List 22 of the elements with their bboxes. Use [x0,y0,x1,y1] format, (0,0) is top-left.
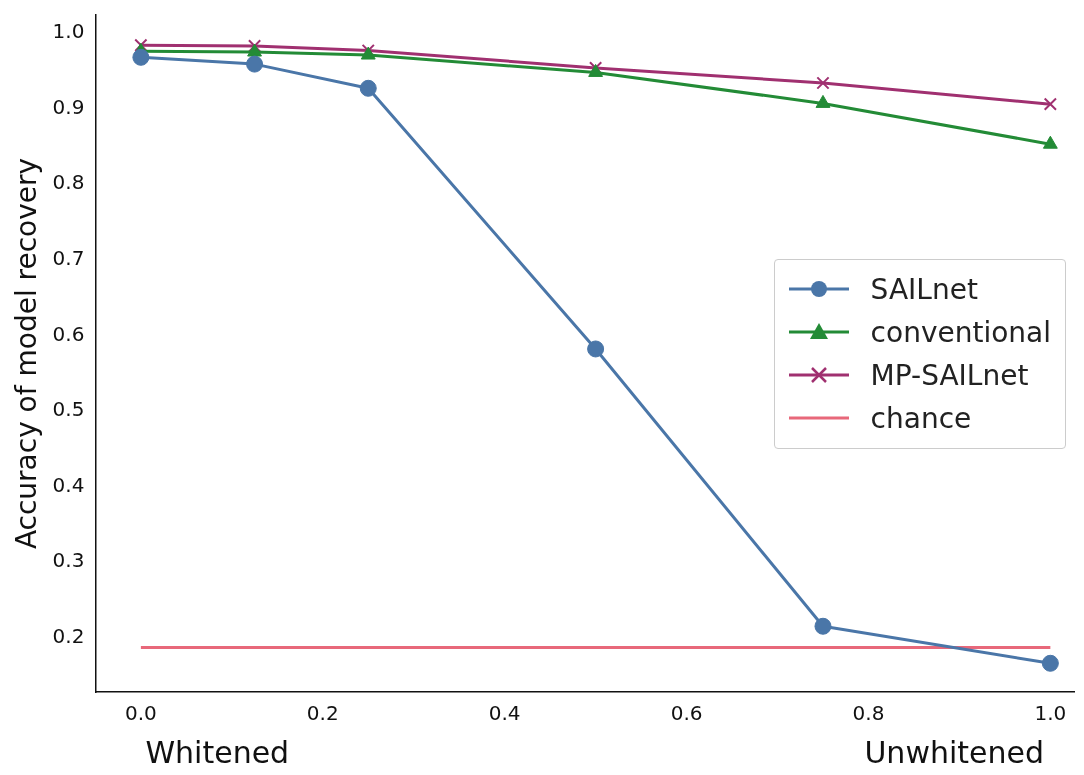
x-tick-label: 0.4 [488,701,521,726]
legend-label: chance [870,401,972,435]
y-tick-label: 0.7 [52,246,85,271]
y-tick-label: 0.3 [52,548,85,573]
text: Unwhitened [864,734,1044,770]
x-tick-label: 0.8 [852,701,885,726]
y-tick-label: 0.6 [52,321,85,346]
legend-label: SAILnet [870,272,978,306]
x-tick-label: 0.6 [670,701,703,726]
legend-label: MP-SAILnet [870,358,1029,392]
y-tick-label: 1.0 [52,19,85,44]
y-axis-title: Accuracy of model recovery [10,157,44,550]
y-tick-label: 0.5 [52,397,85,422]
x-tick-label: 0.2 [306,701,339,726]
legend-label: conventional [870,315,1051,349]
text: Whitened [145,734,290,770]
x-tick-label: 0.0 [124,701,157,726]
y-tick-label: 0.8 [52,170,85,195]
y-tick-label: 0.2 [52,623,85,648]
x-tick-label: 1.0 [1034,701,1067,726]
y-tick-label: 0.9 [52,94,85,119]
y-tick-label: 0.4 [52,472,85,497]
